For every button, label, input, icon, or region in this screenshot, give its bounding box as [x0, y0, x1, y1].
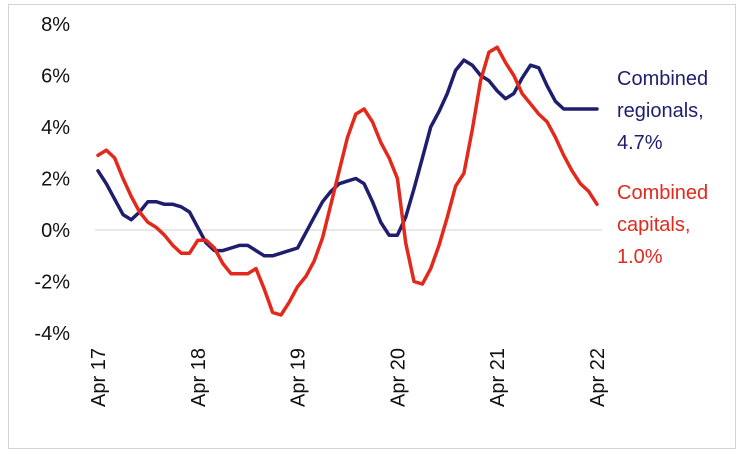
- series-line-regionals: [96, 58, 599, 258]
- y-tick-label: 6%: [41, 66, 70, 88]
- x-tick-label: Apr 17: [88, 348, 110, 407]
- series-label-regionals: 4.7%: [617, 132, 663, 154]
- y-tick-label: 0%: [41, 220, 70, 242]
- x-tick-label: Apr 20: [387, 348, 409, 407]
- series-label-capitals: capitals,: [617, 214, 690, 236]
- series-line-capitals: [96, 45, 599, 317]
- y-tick-label: 8%: [41, 14, 70, 36]
- y-tick-label: -2%: [34, 272, 70, 294]
- x-tick-label: Apr 18: [188, 348, 210, 407]
- y-axis: 8% 6% 4% 2% 0% -2% -4%: [34, 14, 70, 345]
- x-axis: Apr 17 Apr 18 Apr 19 Apr 20 Apr 21 Apr 22: [88, 348, 609, 407]
- series-label-regionals: regionals,: [617, 100, 704, 122]
- y-tick-label: 4%: [41, 117, 70, 139]
- chart-frame: [8, 4, 736, 449]
- x-tick-label: Apr 19: [288, 348, 310, 407]
- series-label-capitals: Combined: [617, 182, 708, 204]
- x-tick-label: Apr 22: [587, 348, 609, 407]
- y-tick-label: 2%: [41, 169, 70, 191]
- series-labels: Combined regionals, 4.7% Combined capitals, 1…: [617, 68, 708, 268]
- series-label-regionals: Combined: [617, 68, 708, 90]
- series-label-capitals: 1.0%: [617, 246, 663, 268]
- x-tick-label: Apr 21: [487, 348, 509, 407]
- y-tick-label: -4%: [34, 323, 70, 345]
- series-lines: [96, 45, 599, 317]
